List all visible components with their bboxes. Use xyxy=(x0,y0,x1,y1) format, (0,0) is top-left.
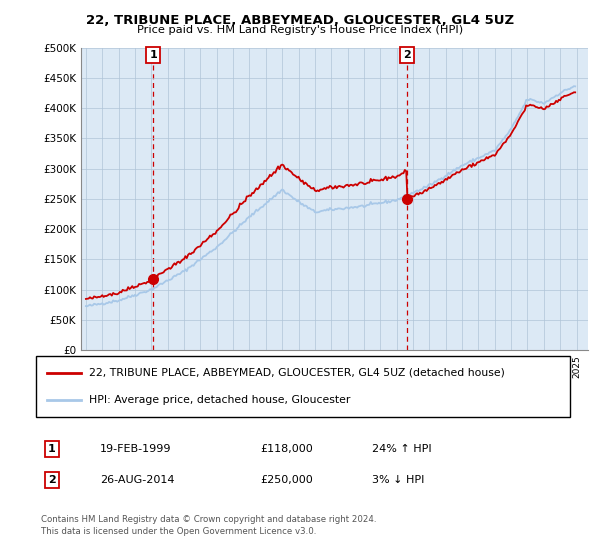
Text: 2: 2 xyxy=(48,475,56,485)
Text: 24% ↑ HPI: 24% ↑ HPI xyxy=(373,444,432,454)
Text: 22, TRIBUNE PLACE, ABBEYMEAD, GLOUCESTER, GL4 5UZ (detached house): 22, TRIBUNE PLACE, ABBEYMEAD, GLOUCESTER… xyxy=(89,368,505,378)
Text: Price paid vs. HM Land Registry's House Price Index (HPI): Price paid vs. HM Land Registry's House … xyxy=(137,25,463,35)
Text: £250,000: £250,000 xyxy=(260,475,313,485)
Text: 2: 2 xyxy=(403,50,411,60)
Text: HPI: Average price, detached house, Gloucester: HPI: Average price, detached house, Glou… xyxy=(89,395,351,405)
FancyBboxPatch shape xyxy=(36,356,570,417)
Text: This data is licensed under the Open Government Licence v3.0.: This data is licensed under the Open Gov… xyxy=(41,528,317,536)
Text: 19-FEB-1999: 19-FEB-1999 xyxy=(100,444,172,454)
Text: 1: 1 xyxy=(48,444,56,454)
Text: 3% ↓ HPI: 3% ↓ HPI xyxy=(373,475,425,485)
Text: 26-AUG-2014: 26-AUG-2014 xyxy=(100,475,175,485)
Text: 22, TRIBUNE PLACE, ABBEYMEAD, GLOUCESTER, GL4 5UZ: 22, TRIBUNE PLACE, ABBEYMEAD, GLOUCESTER… xyxy=(86,14,514,27)
Text: Contains HM Land Registry data © Crown copyright and database right 2024.: Contains HM Land Registry data © Crown c… xyxy=(41,515,377,524)
Text: 1: 1 xyxy=(149,50,157,60)
Text: £118,000: £118,000 xyxy=(260,444,313,454)
